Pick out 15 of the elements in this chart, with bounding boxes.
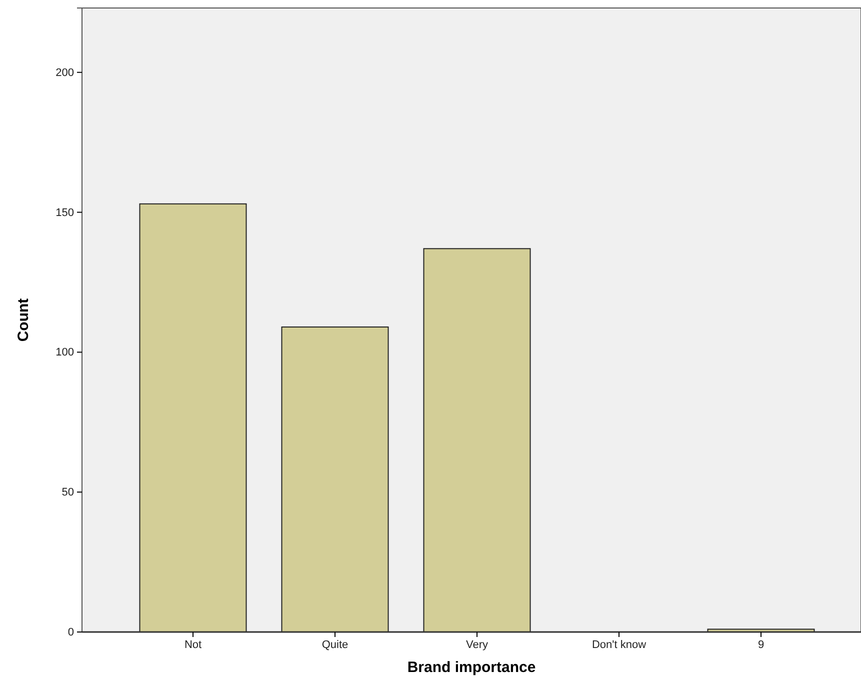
y-axis-title: Count [15,298,32,342]
y-tick-label: 200 [56,66,74,79]
x-tick-label: Don't know [592,638,646,651]
x-axis-title: Brand importance [407,659,536,676]
x-tick-label: Very [466,638,489,651]
bar [139,203,247,632]
y-tick-label: 0 [68,626,74,639]
x-tick-label: Quite [322,638,348,651]
x-tick-label: Not [184,638,202,651]
bar [281,326,389,632]
x-tick-label: 9 [758,638,764,651]
y-tick-label: 100 [56,346,74,359]
y-tick-label: 150 [56,206,74,219]
bar [423,248,531,632]
y-tick-label: 50 [62,486,74,499]
